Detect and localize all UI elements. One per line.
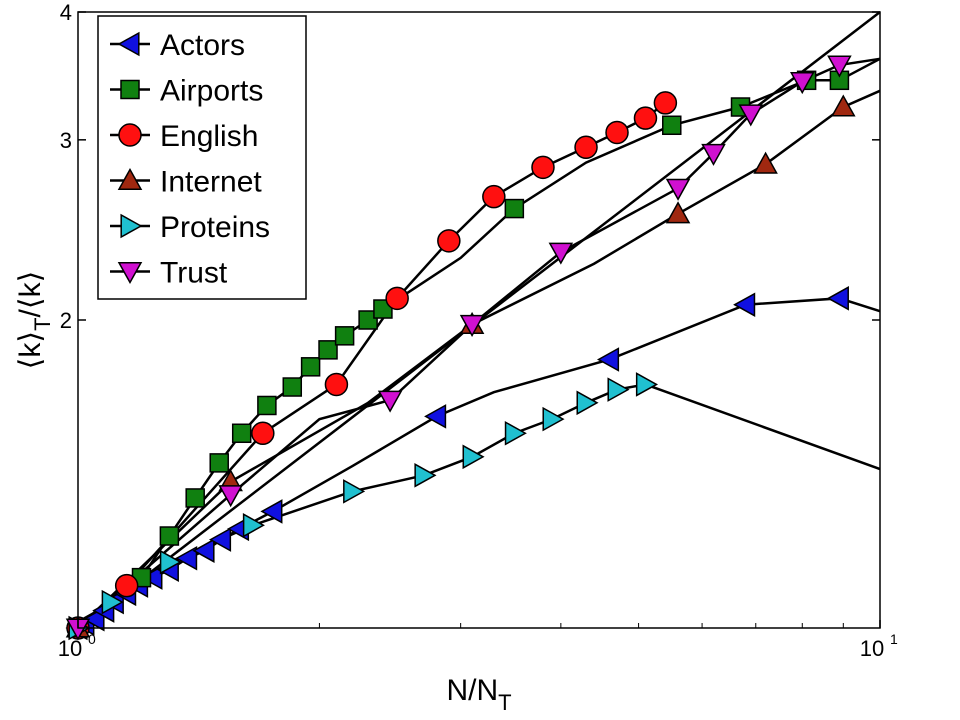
point-actors-17 (596, 347, 620, 372)
point-airports-5 (231, 423, 252, 444)
point-internet-6 (753, 151, 778, 174)
point-actors-11 (208, 527, 232, 552)
legend-label-airports: Airports (160, 75, 263, 108)
legend-marker-internet (117, 167, 143, 191)
point-proteins-6 (462, 444, 485, 470)
point-airports-2 (159, 526, 180, 546)
point-internet-7 (831, 94, 856, 117)
point-airports-8 (300, 357, 321, 377)
point-airports-14 (504, 198, 525, 219)
point-english-11 (653, 91, 678, 115)
y-tick-label-1: 3 (60, 128, 72, 153)
point-actors-7 (140, 565, 163, 590)
point-english-2 (251, 421, 275, 446)
point-proteins-4 (343, 479, 366, 504)
point-trust-3 (377, 390, 403, 413)
point-actors-9 (175, 545, 198, 571)
point-english-10 (633, 106, 658, 130)
point-actors-18 (733, 292, 756, 317)
point-english-1 (114, 573, 139, 598)
legend-marker-trust (117, 261, 143, 285)
point-english-6 (482, 184, 506, 209)
point-english-7 (531, 155, 555, 180)
point-trust-6 (665, 178, 691, 201)
point-internet-5 (665, 201, 691, 224)
point-trust-1 (218, 485, 243, 508)
point-proteins-9 (576, 390, 599, 416)
point-proteins-7 (504, 420, 527, 446)
y-axis-label-part1: ⟨k⟩ (14, 331, 47, 369)
point-trust-8 (738, 104, 764, 127)
point-trust-4 (459, 314, 485, 338)
point-proteins-3 (242, 513, 265, 538)
legend-label-internet: Internet (160, 166, 262, 199)
point-trust-9 (790, 72, 815, 95)
point-proteins-5 (414, 463, 437, 488)
x-axis-label-base: N/N (446, 674, 498, 707)
point-actors-13 (260, 499, 283, 524)
point-airports-11 (358, 310, 378, 330)
y-axis-label-part2: /⟨k⟩ (14, 271, 47, 318)
y-tick-label-0: 2 (60, 308, 72, 333)
x-tick-label-1: 10 (860, 636, 884, 661)
point-proteins-2 (159, 549, 182, 575)
point-english-3 (324, 372, 349, 397)
point-airports-9 (318, 340, 338, 360)
point-trust-7 (701, 143, 726, 166)
point-english-9 (605, 120, 629, 145)
y-axis-label-sub: T (30, 317, 55, 330)
point-english-8 (574, 135, 598, 160)
x-axis-label-sub: T (498, 690, 511, 715)
point-trust-10 (827, 55, 852, 78)
series-line-actors (77, 297, 881, 630)
legend-label-proteins: Proteins (160, 211, 270, 244)
legend-marker-proteins (120, 213, 143, 239)
axis-ticks: 2 3 4 10 0 10 1 (58, 0, 898, 661)
point-proteins-1 (101, 589, 124, 615)
y-axis-label: ⟨k⟩T/⟨k⟩ (14, 271, 55, 370)
legend-marker-airports (120, 79, 140, 100)
legend-label-actors: Actors (160, 29, 245, 62)
point-english-5 (437, 229, 461, 253)
point-airports-7 (282, 377, 303, 397)
legend-marker-actors (117, 31, 140, 57)
y-tick-label-2: 4 (60, 0, 72, 25)
point-actors-10 (192, 538, 215, 563)
legend-label-english: English (160, 120, 258, 153)
x-tick-exponent-1: 1 (890, 631, 898, 647)
point-trust-5 (548, 242, 574, 265)
point-airports-6 (257, 395, 277, 416)
legend-marker-english (118, 123, 142, 147)
legend: Actors Airports English Internet Proteins Tru… (97, 15, 307, 300)
x-tick-exponent-0: 0 (88, 631, 96, 647)
point-actors-15 (424, 404, 447, 429)
series-markers (65, 55, 856, 641)
point-proteins-10 (607, 377, 630, 402)
point-english-4 (385, 286, 409, 311)
legend-box (97, 15, 307, 300)
point-airports-16 (662, 115, 682, 136)
x-axis-label: N/NT (446, 674, 511, 715)
point-airports-3 (185, 488, 205, 508)
point-proteins-11 (635, 372, 659, 397)
legend-label-trust: Trust (160, 257, 228, 290)
point-airports-10 (334, 326, 355, 346)
point-actors-19 (826, 286, 849, 311)
point-proteins-8 (542, 406, 565, 432)
point-airports-4 (209, 453, 229, 473)
x-tick-label-0: 10 (58, 636, 82, 661)
